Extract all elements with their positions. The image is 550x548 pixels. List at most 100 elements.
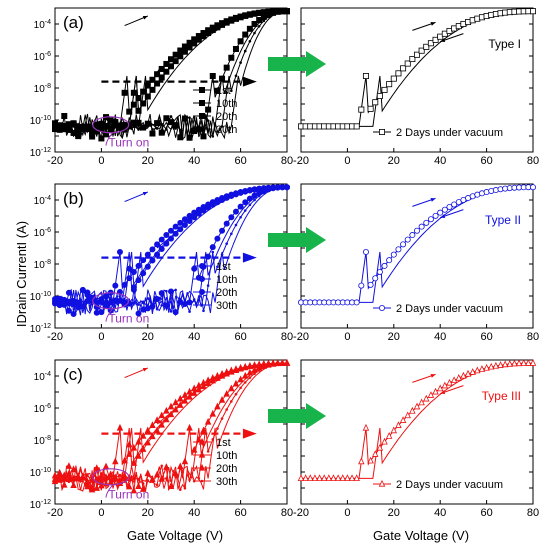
data-point bbox=[418, 223, 425, 230]
data-point bbox=[225, 242, 228, 245]
data-point bbox=[237, 203, 244, 210]
x-tick-label: -20 bbox=[293, 155, 309, 167]
data-point bbox=[206, 450, 210, 453]
data-point bbox=[93, 464, 100, 471]
data-point bbox=[271, 187, 275, 191]
x-axis-label-left: Gate Voltage (V) bbox=[127, 528, 223, 543]
data-point bbox=[135, 482, 142, 489]
data-point bbox=[135, 107, 142, 114]
data-point bbox=[281, 186, 284, 189]
data-point bbox=[423, 43, 430, 50]
x-tick-label: -20 bbox=[293, 331, 309, 343]
data-point bbox=[154, 120, 161, 127]
data-point bbox=[418, 47, 425, 54]
data-point bbox=[395, 421, 402, 428]
data-point bbox=[248, 203, 252, 207]
data-point bbox=[209, 244, 216, 251]
legend-marker bbox=[200, 479, 204, 483]
turn-on-ellipse bbox=[92, 292, 130, 310]
data-point bbox=[163, 68, 170, 75]
data-point bbox=[132, 301, 136, 304]
shift-arrowhead bbox=[242, 428, 257, 439]
data-point bbox=[243, 209, 247, 212]
data-point bbox=[197, 298, 201, 302]
data-point bbox=[242, 31, 249, 38]
data-point bbox=[348, 474, 356, 482]
data-point bbox=[53, 123, 57, 126]
data-point bbox=[149, 76, 156, 83]
series-line-reverse bbox=[54, 362, 287, 490]
data-point bbox=[423, 219, 430, 226]
data-point bbox=[58, 122, 61, 126]
legend-label: 2 Days under vacuum bbox=[396, 303, 503, 315]
x-tick-label: 60 bbox=[480, 507, 492, 519]
data-point bbox=[390, 251, 397, 258]
y-tick-label: 10-4 bbox=[34, 371, 51, 383]
data-point bbox=[192, 298, 196, 301]
data-point bbox=[183, 115, 187, 119]
sweep-arrowhead bbox=[430, 198, 436, 202]
x-tick-label: 20 bbox=[142, 331, 154, 343]
data-point bbox=[192, 116, 196, 119]
data-point bbox=[153, 416, 161, 423]
data-point bbox=[149, 421, 156, 428]
data-point bbox=[72, 302, 75, 306]
data-point bbox=[218, 371, 226, 379]
data-point bbox=[62, 301, 66, 305]
data-point bbox=[386, 257, 393, 264]
data-point bbox=[163, 232, 170, 239]
data-point bbox=[483, 363, 490, 371]
data-point bbox=[209, 201, 216, 208]
data-point bbox=[257, 24, 261, 28]
data-point bbox=[144, 82, 151, 89]
sweep-arrowhead bbox=[440, 38, 446, 42]
data-point bbox=[132, 477, 136, 480]
turn-on-pointer bbox=[105, 308, 114, 322]
data-point bbox=[200, 382, 207, 390]
data-point bbox=[427, 40, 434, 47]
panel-title: (a) bbox=[63, 13, 84, 32]
data-point bbox=[141, 124, 145, 128]
y-tick-label: 10-6 bbox=[34, 51, 51, 63]
data-point bbox=[140, 270, 147, 277]
legend: 2 Days under vacuum bbox=[373, 479, 503, 491]
data-point bbox=[174, 475, 177, 479]
data-point bbox=[70, 311, 77, 318]
legend-marker bbox=[378, 128, 385, 135]
data-point bbox=[181, 391, 189, 398]
type-label: Type III bbox=[482, 389, 521, 403]
x-tick-label: 0 bbox=[98, 507, 104, 519]
x-tick-label: -20 bbox=[47, 155, 63, 167]
turn-on-label: Turn on bbox=[108, 135, 149, 149]
x-tick-label: 60 bbox=[234, 155, 246, 167]
legend-marker bbox=[378, 479, 386, 487]
data-point bbox=[144, 263, 151, 270]
data-point bbox=[163, 463, 170, 470]
legend-marker bbox=[198, 450, 206, 458]
data-point bbox=[190, 389, 198, 396]
legend-label: 2 Days under vacuum bbox=[396, 127, 503, 139]
legend-label: 30th bbox=[216, 124, 237, 136]
plot-frame bbox=[300, 7, 534, 153]
data-point bbox=[151, 127, 154, 131]
data-point bbox=[135, 310, 142, 317]
data-point bbox=[253, 31, 256, 35]
transition-arrow-1 bbox=[268, 51, 326, 77]
data-point bbox=[144, 469, 152, 477]
type-label: Type II bbox=[485, 213, 521, 227]
turn-on-ellipse bbox=[92, 468, 130, 486]
data-point bbox=[126, 265, 133, 272]
data-point bbox=[84, 477, 91, 485]
legend-label: 10th bbox=[216, 274, 237, 286]
data-point bbox=[353, 123, 360, 130]
data-point bbox=[167, 63, 174, 70]
data-point bbox=[93, 484, 100, 491]
data-point bbox=[223, 389, 230, 397]
data-point bbox=[178, 298, 182, 301]
x-tick-label: 80 bbox=[281, 507, 293, 519]
data-point bbox=[123, 300, 126, 304]
data-point bbox=[506, 359, 514, 367]
data-point bbox=[178, 133, 182, 137]
data-point bbox=[169, 310, 173, 313]
